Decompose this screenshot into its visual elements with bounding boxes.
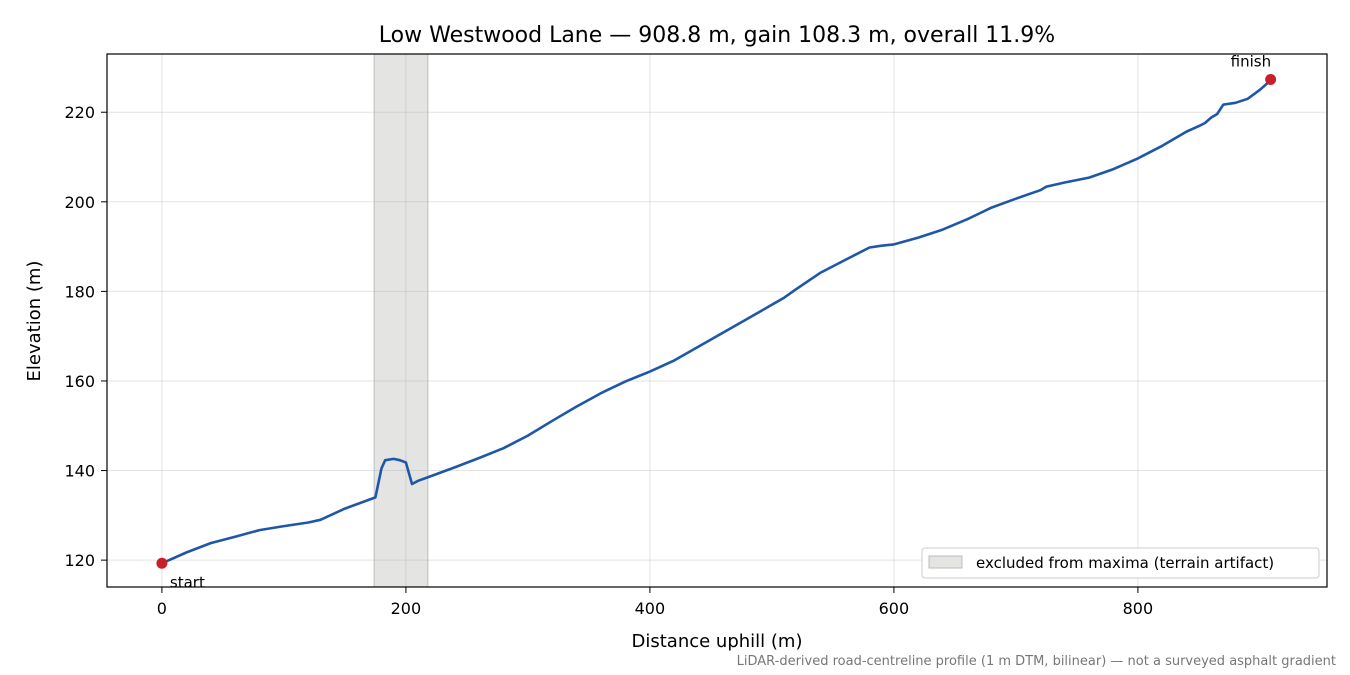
legend-entry-excluded: excluded from maxima (terrain artifact) <box>976 554 1274 572</box>
x-axis-label: Distance uphill (m) <box>632 631 803 652</box>
x-tick-label: 0 <box>157 599 167 618</box>
y-tick-label: 160 <box>64 372 95 391</box>
x-tick-label: 200 <box>391 599 422 618</box>
chart-caption: LiDAR-derived road-centreline profile (1… <box>737 654 1336 669</box>
legend-swatch <box>928 555 963 569</box>
grid-layer <box>107 54 1327 587</box>
series-layer <box>161 79 1272 565</box>
y-tick-label: 200 <box>64 193 95 212</box>
point-marker-finish <box>1265 74 1277 86</box>
y-axis-label: Elevation (m) <box>24 261 45 382</box>
chart-title: Low Westwood Lane — 908.8 m, gain 108.3 … <box>379 23 1055 48</box>
y-tick-label: 220 <box>64 103 95 122</box>
plot-frame <box>106 53 1328 588</box>
excluded-band-layer <box>373 53 429 588</box>
legend-box <box>921 547 1320 579</box>
point-layer: start finish <box>156 53 1277 591</box>
y-tick-label: 120 <box>64 551 95 570</box>
point-label-start: start <box>170 573 205 591</box>
y-tick-label: 140 <box>64 462 95 481</box>
point-marker-start <box>156 557 168 569</box>
point-label-finish: finish <box>1231 53 1271 71</box>
tick-layer: 0 200 400 600 800 120 140 160 180 200 220 <box>64 103 1153 618</box>
x-tick-label: 800 <box>1123 599 1154 618</box>
elevation-line <box>161 79 1272 565</box>
legend: excluded from maxima (terrain artifact) <box>921 547 1320 579</box>
excluded-band <box>373 53 429 588</box>
x-tick-label: 400 <box>635 599 666 618</box>
x-tick-label: 600 <box>879 599 910 618</box>
y-tick-label: 180 <box>64 282 95 301</box>
